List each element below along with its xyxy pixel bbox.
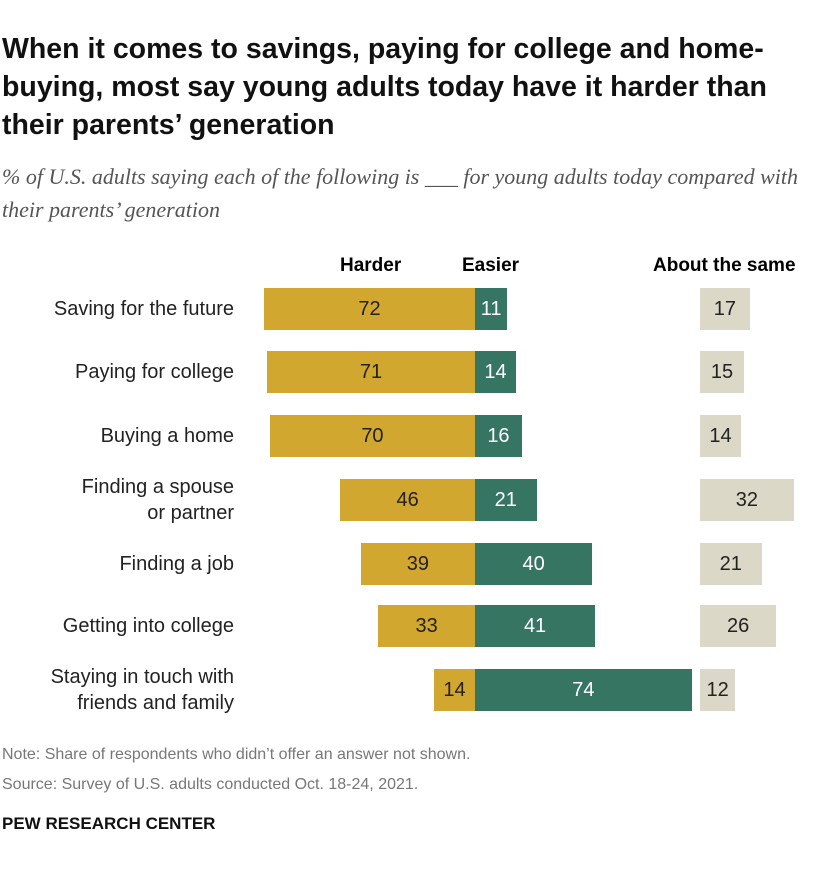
category-label-line: Saving for the future — [53, 298, 234, 320]
category-label: Staying in touch with friends and family — [0, 664, 234, 716]
category-label: Buying a home — [0, 423, 234, 449]
category-label: Saving for the future — [0, 296, 234, 322]
chart-subtitle: % of U.S. adults saying each of the foll… — [2, 164, 799, 222]
bar-about-the-same: 26 — [700, 605, 777, 647]
bar-harder: 39 — [360, 543, 475, 585]
legend-harder: Harder — [340, 255, 402, 276]
bar-harder: 71 — [266, 351, 475, 393]
bar-easier: 14 — [475, 351, 517, 393]
category-label: Getting into college — [0, 613, 234, 639]
bar-harder: 70 — [269, 415, 475, 457]
bar-easier: 11 — [475, 288, 508, 330]
bar-easier: 40 — [475, 543, 593, 585]
bar-easier: 41 — [475, 605, 596, 647]
bar-harder: 72 — [264, 288, 475, 330]
bar-about-the-same: 32 — [700, 479, 794, 521]
category-label-line: Finding a job — [119, 553, 234, 575]
bar-about-the-same: 15 — [700, 351, 744, 393]
bar-about-the-same: 17 — [700, 288, 750, 330]
bar-harder: 46 — [340, 479, 475, 521]
category-label: Finding a spouse or partner — [0, 474, 234, 526]
bar-harder: 14 — [433, 669, 475, 711]
category-label-line: Finding a spouse — [81, 476, 234, 498]
source: Source: Survey of U.S. adults conducted … — [2, 776, 419, 793]
category-label: Paying for college — [0, 359, 234, 385]
category-label-line: Paying for college — [75, 361, 234, 383]
chart-title: When it comes to savings, paying for col… — [2, 33, 767, 141]
category-label-line: Staying in touch with — [50, 666, 234, 688]
legend-about-same: About the same — [653, 255, 796, 276]
category-label-line: friends and family — [77, 692, 234, 714]
category-label-line: or partner — [147, 502, 234, 524]
category-label-line: Getting into college — [62, 615, 234, 637]
bar-about-the-same: 21 — [700, 543, 762, 585]
bar-about-the-same: 14 — [700, 415, 742, 457]
brand-logo: PEW RESEARCH CENTER — [2, 814, 216, 833]
category-label-line: Buying a home — [100, 425, 234, 447]
bar-about-the-same: 12 — [700, 669, 736, 711]
category-label: Finding a job — [0, 551, 234, 577]
bar-easier: 16 — [475, 415, 522, 457]
bar-easier: 74 — [475, 669, 692, 711]
bar-harder: 33 — [378, 605, 475, 647]
bar-easier: 21 — [475, 479, 537, 521]
note: Note: Share of respondents who didn’t of… — [2, 746, 471, 763]
legend-easier: Easier — [462, 255, 520, 276]
